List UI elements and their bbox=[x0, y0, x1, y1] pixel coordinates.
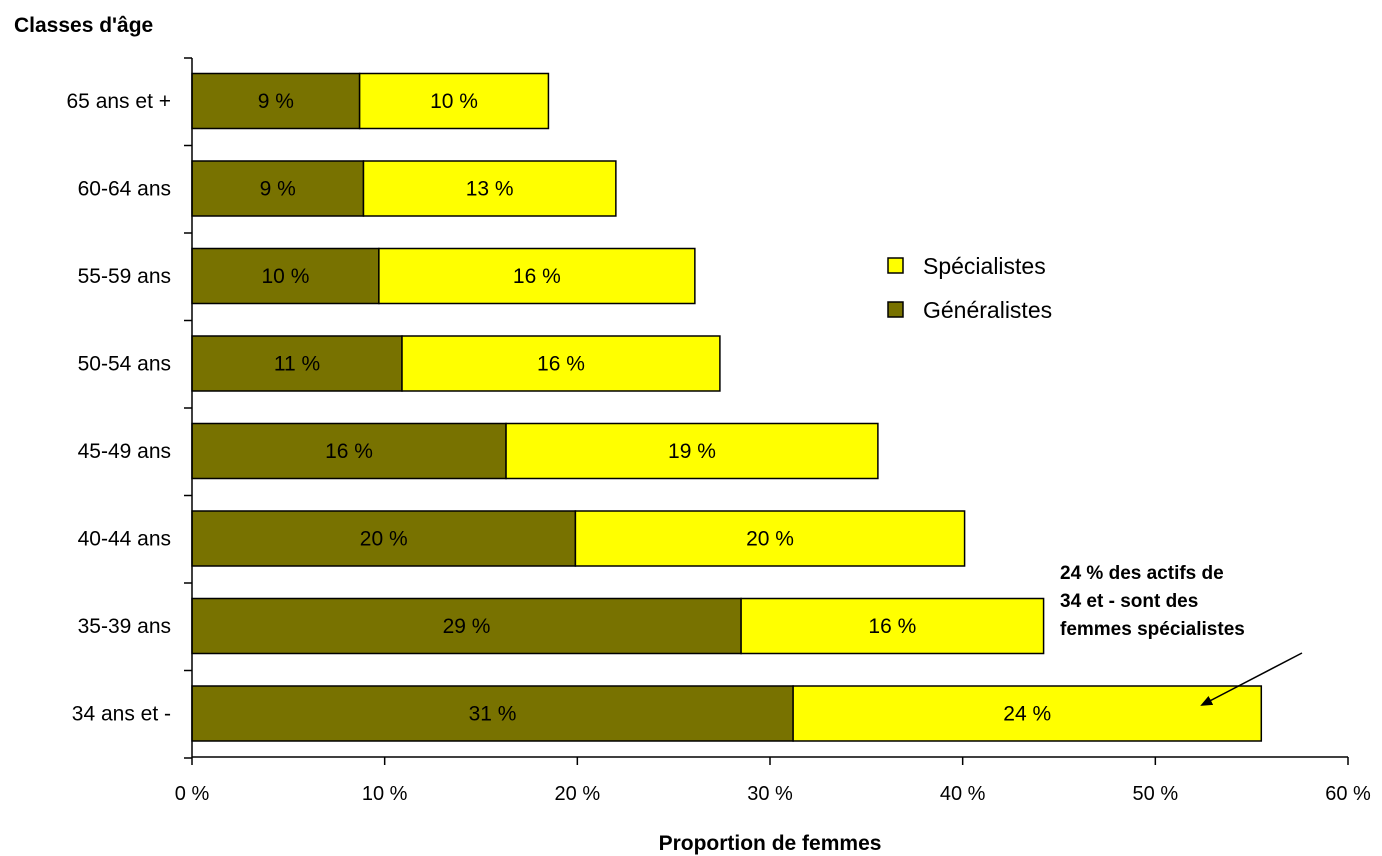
bar-label-specialistes-1: 13 % bbox=[466, 178, 514, 201]
bar-label-generalistes-6: 29 % bbox=[443, 615, 491, 638]
bar-generalistes-6 bbox=[191, 597, 742, 655]
bar-specialistes-7 bbox=[792, 685, 1263, 742]
category-label-3: 50-54 ans bbox=[78, 353, 171, 376]
category-label-5: 40-44 ans bbox=[78, 528, 171, 551]
bar-specialistes-6 bbox=[740, 597, 1045, 655]
bar-label-specialistes-5: 20 % bbox=[746, 528, 794, 551]
legend-swatch-generalistes bbox=[887, 301, 904, 318]
bar-label-generalistes-2: 10 % bbox=[262, 265, 310, 288]
bar-label-specialistes-7: 24 % bbox=[1003, 703, 1051, 726]
bar-label-specialistes-6: 16 % bbox=[868, 615, 916, 638]
bar-specialistes-1 bbox=[362, 160, 617, 217]
annotation-line-2: 34 et - sont des bbox=[1060, 591, 1198, 612]
category-labels: 65 ans et + 60-64 ans 55-59 ans 50-54 ans 45… bbox=[67, 90, 172, 726]
annotation-arrow bbox=[1200, 652, 1303, 706]
x-tick-label-2: 20 % bbox=[555, 783, 601, 805]
bar-label-generalistes-4: 16 % bbox=[325, 440, 373, 463]
bar-label-specialistes-0: 10 % bbox=[430, 90, 478, 113]
x-tick-label-0: 0 % bbox=[175, 783, 210, 805]
category-label-6: 35-39 ans bbox=[78, 615, 171, 638]
bar-label-generalistes-3: 11 % bbox=[274, 353, 320, 376]
annotation: 24 % des actifs de 34 et - sont des femm… bbox=[1060, 563, 1303, 706]
x-tick-labels: 0 % 10 % 20 % 30 % 40 % 50 % 60 % bbox=[175, 757, 1371, 805]
category-label-4: 45-49 ans bbox=[78, 440, 171, 463]
bar-specialistes-5 bbox=[574, 510, 966, 567]
bar-label-generalistes-1: 9 % bbox=[260, 178, 296, 201]
legend-label-generalistes: Généralistes bbox=[923, 297, 1052, 323]
y-axis-title: Classes d'âge bbox=[14, 14, 153, 37]
bar-label-generalistes-0: 9 % bbox=[258, 90, 294, 113]
bar-generalistes-3 bbox=[191, 335, 403, 392]
bar-specialistes-0 bbox=[358, 72, 550, 130]
category-label-2: 55-59 ans bbox=[78, 265, 171, 288]
category-label-0: 65 ans et + bbox=[67, 90, 172, 113]
bar-specialistes-2 bbox=[378, 247, 696, 305]
x-tick-label-6: 60 % bbox=[1325, 783, 1371, 805]
x-tick-label-1: 10 % bbox=[362, 783, 408, 805]
category-label-1: 60-64 ans bbox=[78, 178, 171, 201]
legend: Spécialistes Généralistes bbox=[887, 253, 1052, 323]
annotation-line-1: 24 % des actifs de bbox=[1060, 563, 1224, 584]
x-tick-label-3: 30 % bbox=[747, 783, 793, 805]
legend-label-specialistes: Spécialistes bbox=[923, 253, 1046, 279]
bar-specialistes-4 bbox=[505, 422, 879, 480]
legend-swatch-specialistes bbox=[887, 257, 904, 274]
bars-group: 9 % 10 % 9 % 13 % 10 % 16 % 11 % 16 % 16 % 19 % 20… bbox=[191, 72, 1263, 742]
x-tick-label-5: 50 % bbox=[1133, 783, 1179, 805]
annotation-line-3: femmes spécialistes bbox=[1060, 619, 1245, 640]
bar-label-specialistes-3: 16 % bbox=[537, 353, 585, 376]
category-label-7: 34 ans et - bbox=[72, 703, 171, 726]
bar-generalistes-1 bbox=[191, 160, 365, 217]
x-axis-title: Proportion de femmes bbox=[659, 832, 882, 855]
bar-label-specialistes-4: 19 % bbox=[668, 440, 716, 463]
bar-label-specialistes-2: 16 % bbox=[513, 265, 561, 288]
bar-label-generalistes-7: 31 % bbox=[469, 703, 517, 726]
bar-label-generalistes-5: 20 % bbox=[360, 528, 408, 551]
bar-generalistes-2 bbox=[191, 247, 380, 305]
bar-specialistes-3 bbox=[401, 335, 721, 392]
x-tick-label-4: 40 % bbox=[940, 783, 986, 805]
bar-generalistes-0 bbox=[191, 72, 361, 130]
